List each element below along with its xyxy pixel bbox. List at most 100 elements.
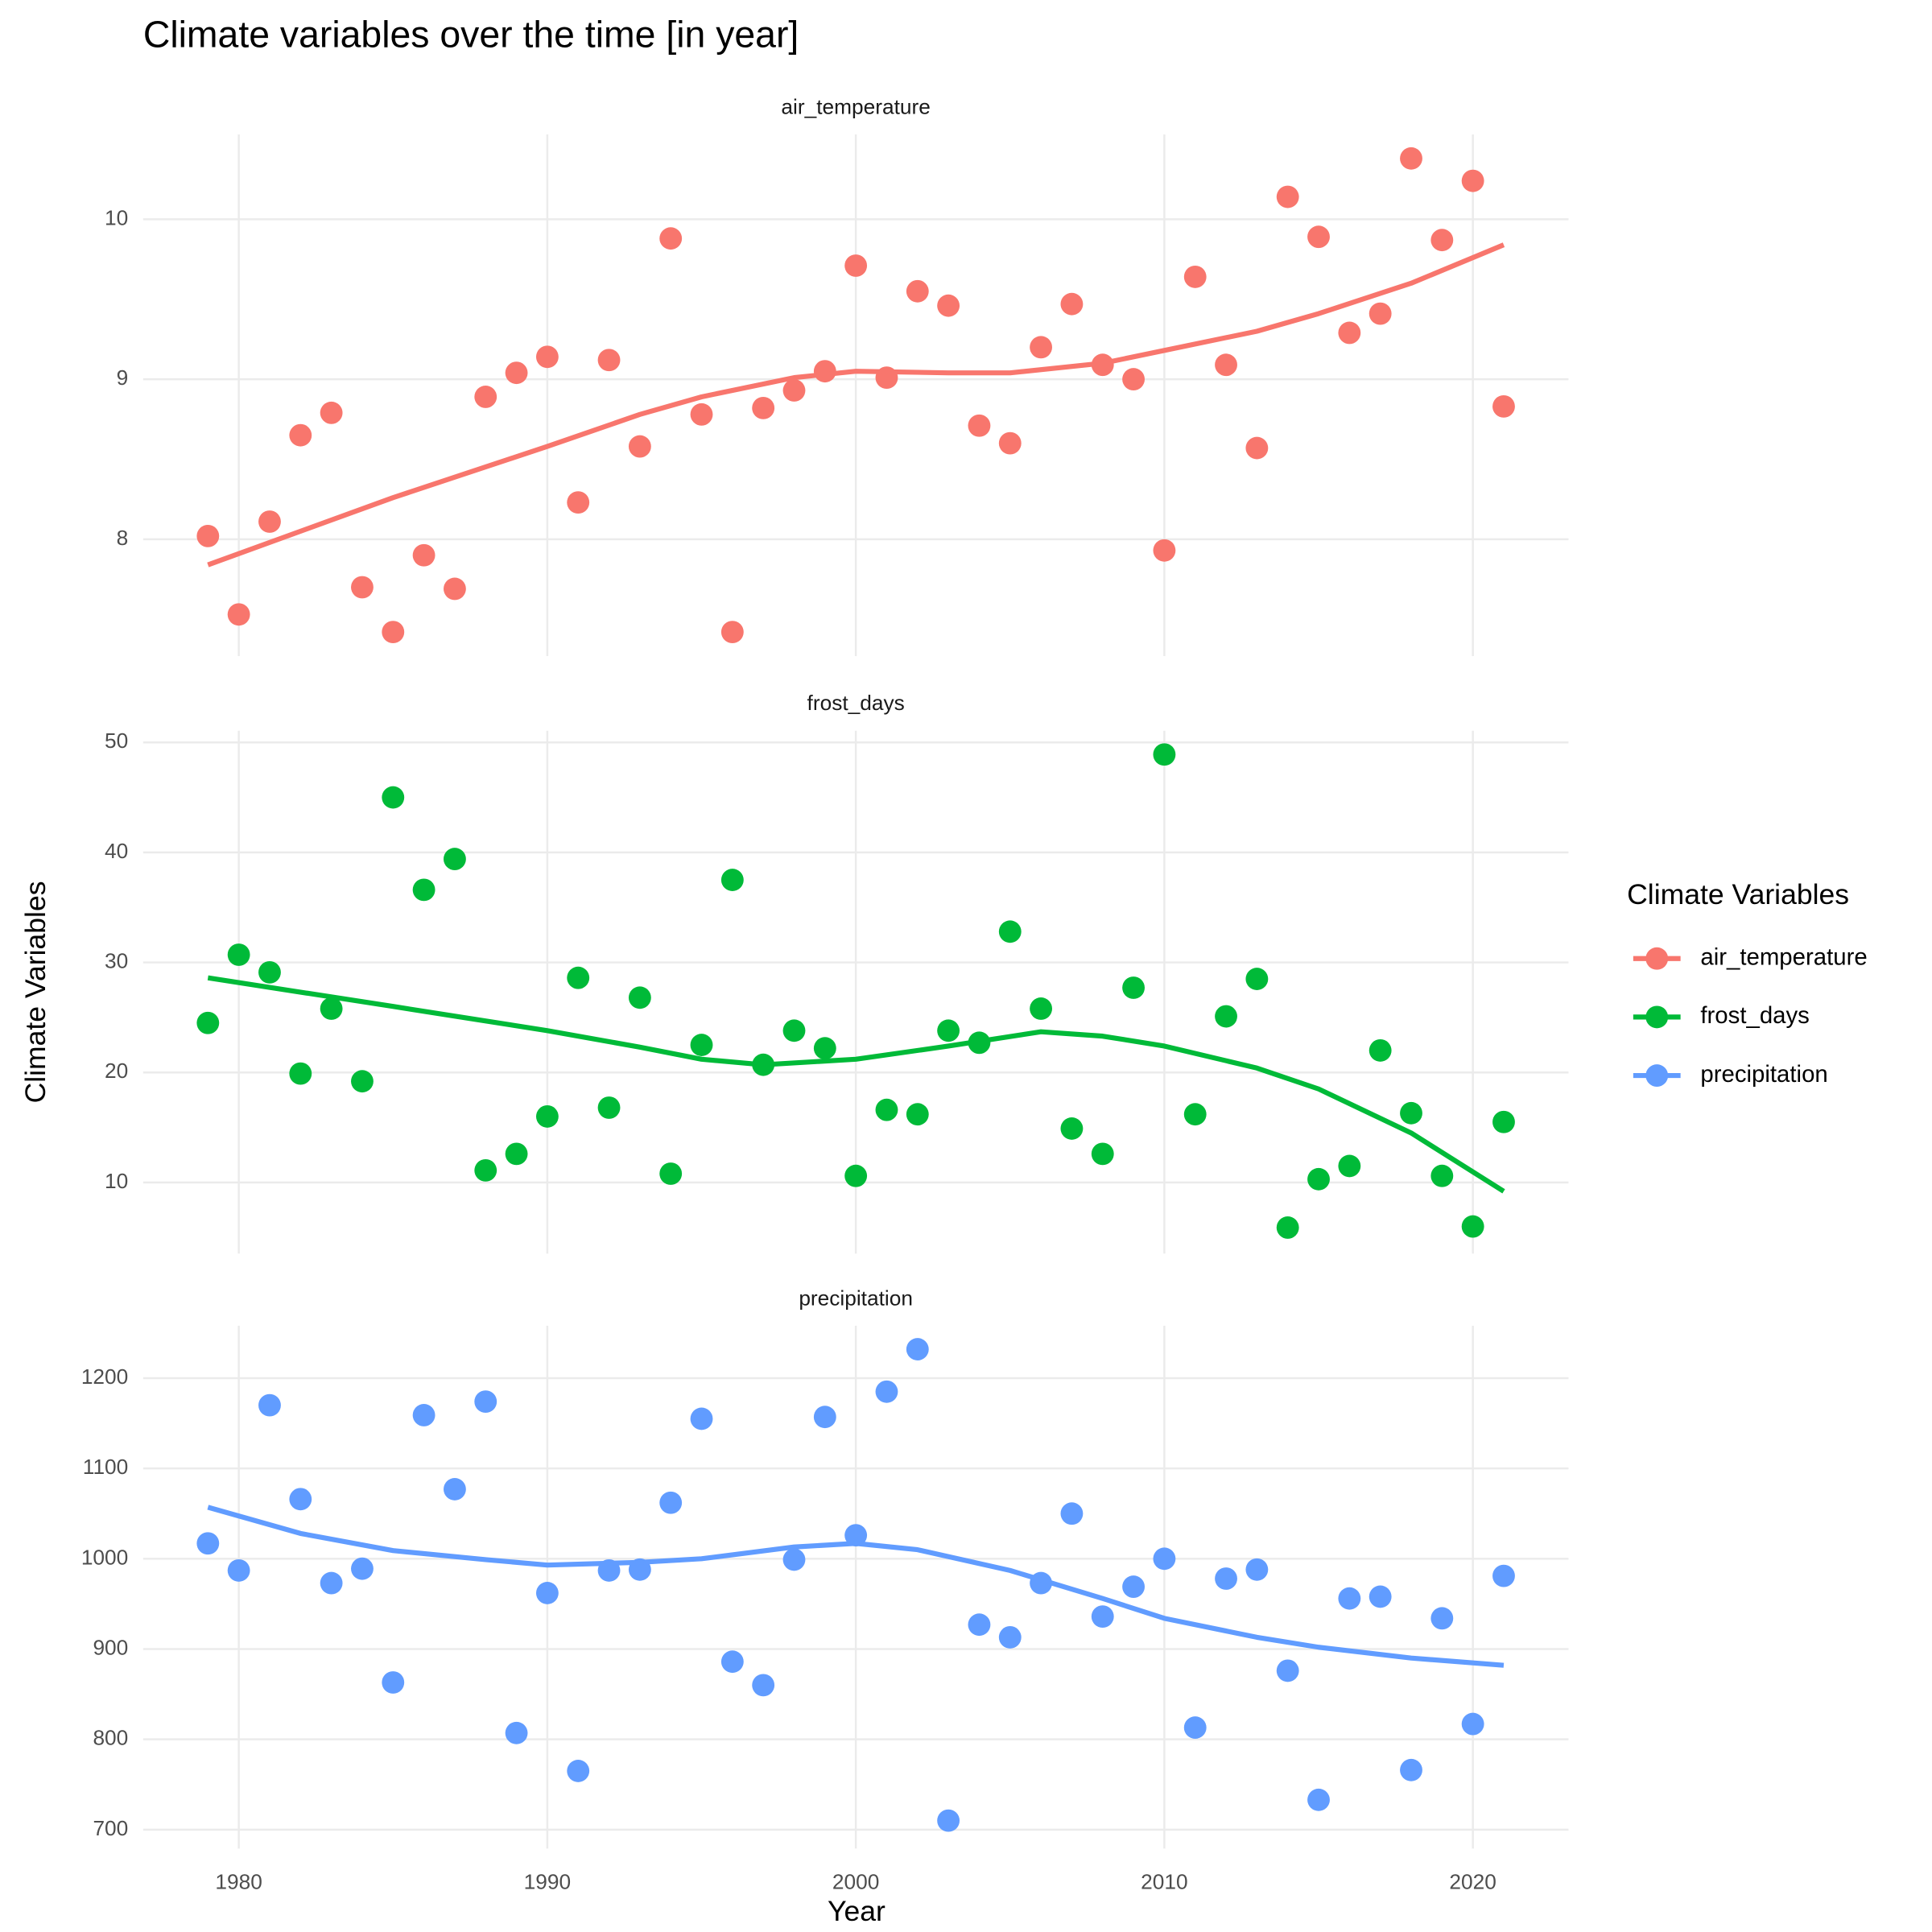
y-tick-label: 900: [93, 1635, 128, 1659]
point: [1461, 169, 1484, 192]
point: [813, 1406, 836, 1429]
point: [567, 966, 590, 989]
point: [906, 279, 929, 303]
point: [1461, 1215, 1484, 1238]
point: [1245, 1558, 1269, 1581]
x-tick-label: 2020: [1449, 1870, 1496, 1894]
point: [289, 423, 312, 447]
point: [412, 543, 436, 567]
point: [1338, 321, 1361, 345]
point: [1183, 1716, 1207, 1739]
point: [752, 1674, 775, 1697]
point: [1153, 539, 1176, 562]
point: [690, 1407, 713, 1430]
facet-label: precipitation: [799, 1286, 913, 1310]
x-tick-label: 2010: [1141, 1870, 1187, 1894]
point: [474, 1390, 497, 1414]
y-tick-label: 1100: [83, 1455, 128, 1479]
point: [906, 1103, 929, 1126]
point: [1215, 1005, 1237, 1028]
point: [1060, 1117, 1084, 1140]
point: [1400, 1101, 1422, 1125]
point: [444, 848, 466, 871]
point: [998, 920, 1022, 943]
point: [968, 414, 991, 437]
facet-label: air_temperature: [781, 94, 930, 118]
point: [875, 1098, 898, 1121]
point: [227, 603, 250, 626]
point: [1122, 976, 1145, 999]
point: [1245, 968, 1269, 990]
point: [1245, 436, 1269, 460]
point: [1276, 1659, 1299, 1682]
point: [1030, 336, 1053, 359]
point: [1122, 368, 1145, 391]
point: [597, 349, 621, 372]
point: [196, 1532, 220, 1555]
point: [382, 786, 405, 809]
point: [567, 1760, 590, 1782]
y-tick-label: 40: [105, 839, 128, 863]
legend-marker: [1645, 1064, 1669, 1087]
point: [720, 1650, 744, 1674]
point: [289, 1062, 312, 1085]
y-tick-label: 30: [105, 949, 128, 973]
point: [1430, 1607, 1454, 1630]
point: [444, 1478, 466, 1501]
legend-title: Climate Variables: [1627, 878, 1849, 910]
point: [844, 1164, 868, 1187]
point: [320, 1571, 343, 1595]
point: [937, 1809, 960, 1832]
legend-label: precipitation: [1700, 1061, 1827, 1088]
point: [968, 1613, 991, 1637]
point: [998, 1625, 1022, 1649]
y-axis-label: Climate Variables: [19, 881, 52, 1104]
point: [1461, 1712, 1484, 1736]
point: [1338, 1587, 1361, 1610]
point: [937, 294, 960, 317]
x-tick-label: 2000: [832, 1870, 879, 1894]
smooth-line: [207, 975, 1505, 1194]
point: [1400, 147, 1422, 170]
legend-label: air_temperature: [1700, 943, 1867, 970]
point: [1091, 1605, 1114, 1629]
point: [1492, 1564, 1515, 1587]
point: [351, 576, 374, 599]
point: [227, 943, 250, 966]
point: [320, 401, 343, 424]
point: [320, 997, 343, 1020]
point: [1492, 1110, 1515, 1133]
chart-title: Climate variables over the time [in year…: [143, 14, 799, 56]
point: [412, 878, 436, 902]
point: [690, 402, 713, 426]
legend-label: frost_days: [1700, 1002, 1810, 1029]
point: [1276, 185, 1299, 208]
y-tick-label: 10: [105, 1169, 128, 1193]
point: [1307, 1788, 1330, 1811]
point: [875, 1380, 898, 1403]
point: [720, 869, 744, 891]
point: [1183, 1103, 1207, 1126]
point: [1400, 1758, 1422, 1781]
point: [1430, 229, 1454, 252]
x-axis-label: Year: [828, 1895, 886, 1927]
point: [258, 1393, 281, 1417]
point: [196, 524, 220, 547]
facet-label: frost_days: [807, 691, 905, 715]
legend-marker: [1645, 947, 1669, 970]
point: [1215, 1567, 1237, 1590]
point: [628, 435, 651, 458]
point: [906, 1338, 929, 1360]
point: [1338, 1154, 1361, 1178]
point: [196, 1011, 220, 1034]
y-tick-label: 800: [93, 1726, 128, 1750]
point: [937, 1019, 960, 1042]
point: [474, 386, 497, 408]
point: [1430, 1164, 1454, 1187]
point: [1122, 1575, 1145, 1599]
y-tick-label: 50: [105, 729, 128, 753]
point: [720, 621, 744, 644]
point: [412, 1404, 436, 1426]
